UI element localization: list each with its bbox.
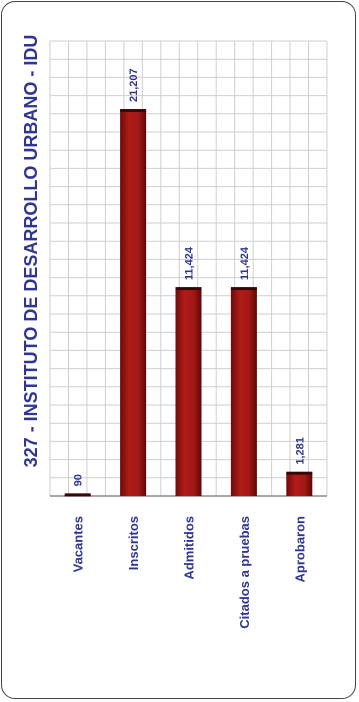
value-label: 90 [73,474,85,486]
category-label: Aprobaron [292,516,307,583]
value-label: 11,424 [239,246,251,280]
bar-aprobaron [286,472,313,496]
bar-cap [230,287,257,291]
category-labels: Vacantes Inscritos Admitidos Citados a prue… [71,516,308,629]
bar-citados-a-pruebas [230,288,257,496]
bar-admitidos [175,288,202,496]
bar-cap [175,287,202,291]
category-label: Citados a pruebas [237,516,252,629]
value-label: 21,207 [128,68,140,102]
chart-title: 327 - INSTITUTO DE DESARROLLO URBANO - I… [21,35,41,468]
value-label: 1,281 [294,437,306,465]
bar-cap [64,493,91,497]
bars [64,109,313,497]
category-label: Admitidos [182,516,197,580]
bar-cap [286,471,313,475]
value-labels: 90 21,207 11,424 11,424 1,281 [73,68,307,486]
category-label: Inscritos [126,516,141,570]
value-label: 11,424 [184,246,196,280]
bar-cap [120,109,147,113]
bar-inscritos [120,110,147,497]
category-label: Vacantes [71,516,86,572]
